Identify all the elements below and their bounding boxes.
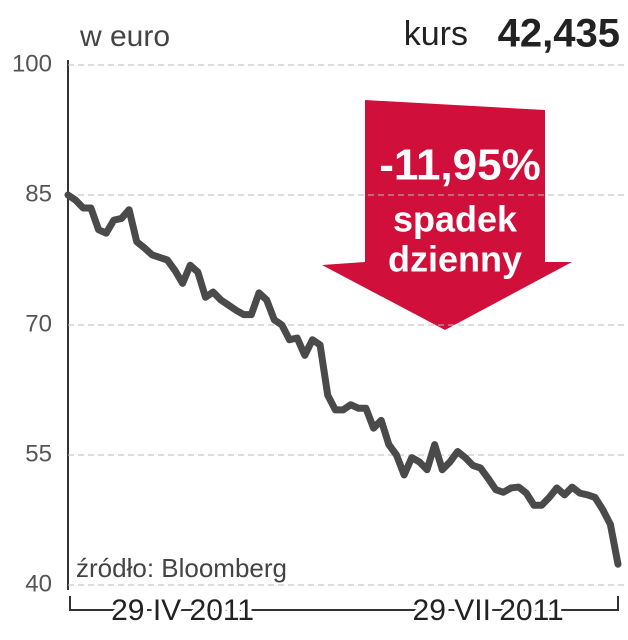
y-tick-label: 55 bbox=[25, 440, 52, 467]
y-tick-label: 40 bbox=[25, 570, 52, 597]
y-tick-label: 100 bbox=[12, 50, 52, 77]
y-tick-label: 85 bbox=[25, 180, 52, 207]
unit-label: w euro bbox=[79, 20, 170, 53]
header-label: kurs bbox=[404, 15, 468, 53]
y-tick-label: 70 bbox=[25, 310, 52, 337]
badge-arrow bbox=[322, 100, 572, 330]
line bbox=[64, 191, 622, 568]
badge-line2: dzienny bbox=[388, 239, 522, 280]
x-axis-bracket bbox=[69, 596, 619, 611]
badge-line1: spadek bbox=[393, 199, 518, 240]
badge-change: -11,95% bbox=[379, 141, 540, 190]
source: źródło: Bloomberg bbox=[76, 553, 287, 583]
x-tick-label: 29 VII 2011 bbox=[413, 594, 564, 627]
header-value: 42,435 bbox=[498, 12, 620, 56]
x-tick-label: 29 IV 2011 bbox=[111, 594, 254, 627]
